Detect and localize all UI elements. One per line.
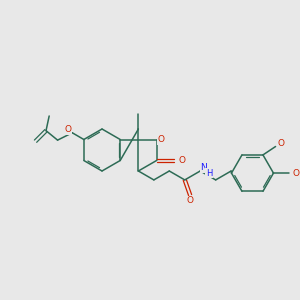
Text: O: O: [64, 125, 71, 134]
Text: O: O: [178, 156, 185, 165]
Text: O: O: [292, 169, 299, 178]
Text: O: O: [187, 196, 194, 206]
Text: N: N: [200, 163, 207, 172]
Text: O: O: [158, 135, 164, 144]
Text: O: O: [278, 139, 285, 148]
Text: H: H: [206, 169, 212, 178]
